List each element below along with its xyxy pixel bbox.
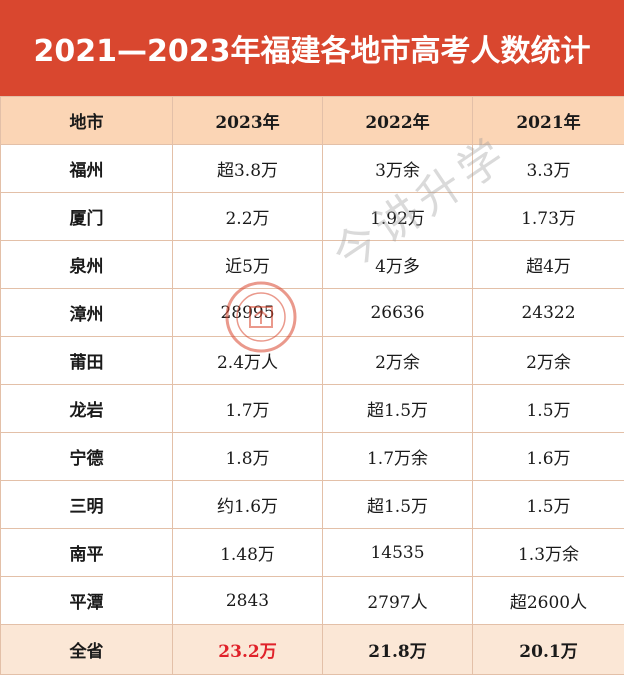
- value-2023-cell: 2843: [173, 577, 323, 625]
- value-2022-cell: 3万余: [323, 145, 473, 193]
- table-row: 平潭 2843 2797人 超2600人: [1, 577, 624, 625]
- city-cell: 南平: [1, 529, 173, 577]
- value-2023-cell: 2.2万: [173, 193, 323, 241]
- value-2023-cell: 超3.8万: [173, 145, 323, 193]
- table-row: 龙岩 1.7万 超1.5万 1.5万: [1, 385, 624, 433]
- value-2023-cell: 28995: [173, 289, 323, 337]
- value-2022-cell: 超1.5万: [323, 385, 473, 433]
- city-cell: 龙岩: [1, 385, 173, 433]
- city-cell: 莆田: [1, 337, 173, 385]
- header-2022: 2022年: [323, 97, 473, 145]
- city-cell: 三明: [1, 481, 173, 529]
- table-header-row: 地市 2023年 2022年 2021年: [1, 97, 624, 145]
- table-row: 厦门 2.2万 1.92万 1.73万: [1, 193, 624, 241]
- value-2023-cell: 1.8万: [173, 433, 323, 481]
- city-cell: 漳州: [1, 289, 173, 337]
- value-2023-cell: 1.48万: [173, 529, 323, 577]
- city-cell: 平潭: [1, 577, 173, 625]
- table-row: 莆田 2.4万人 2万余 2万余: [1, 337, 624, 385]
- value-2022-cell: 26636: [323, 289, 473, 337]
- total-label-cell: 全省: [1, 625, 173, 675]
- value-2022-cell: 2万余: [323, 337, 473, 385]
- value-2021-cell: 1.5万: [473, 481, 624, 529]
- header-city: 地市: [1, 97, 173, 145]
- table-row: 三明 约1.6万 超1.5万 1.5万: [1, 481, 624, 529]
- value-2021-cell: 2万余: [473, 337, 624, 385]
- city-cell: 厦门: [1, 193, 173, 241]
- value-2021-cell: 1.3万余: [473, 529, 624, 577]
- table-row: 漳州 28995 26636 24322: [1, 289, 624, 337]
- value-2022-cell: 1.92万: [323, 193, 473, 241]
- value-2023-cell: 2.4万人: [173, 337, 323, 385]
- table-row: 南平 1.48万 14535 1.3万余: [1, 529, 624, 577]
- total-row: 全省 23.2万 21.8万 20.1万: [1, 625, 624, 675]
- value-2021-cell: 超4万: [473, 241, 624, 289]
- total-2023-cell: 23.2万: [173, 625, 323, 675]
- table-row: 福州 超3.8万 3万余 3.3万: [1, 145, 624, 193]
- header-2021: 2021年: [473, 97, 624, 145]
- city-cell: 福州: [1, 145, 173, 193]
- value-2021-cell: 24322: [473, 289, 624, 337]
- value-2022-cell: 2797人: [323, 577, 473, 625]
- value-2023-cell: 约1.6万: [173, 481, 323, 529]
- total-2022-cell: 21.8万: [323, 625, 473, 675]
- value-2021-cell: 1.6万: [473, 433, 624, 481]
- table-row: 宁德 1.8万 1.7万余 1.6万: [1, 433, 624, 481]
- value-2021-cell: 超2600人: [473, 577, 624, 625]
- value-2022-cell: 14535: [323, 529, 473, 577]
- city-cell: 宁德: [1, 433, 173, 481]
- header-2023: 2023年: [173, 97, 323, 145]
- value-2021-cell: 1.5万: [473, 385, 624, 433]
- value-2022-cell: 1.7万余: [323, 433, 473, 481]
- value-2023-cell: 近5万: [173, 241, 323, 289]
- total-2021-cell: 20.1万: [473, 625, 624, 675]
- value-2023-cell: 1.7万: [173, 385, 323, 433]
- page-title: 2021—2023年福建各地市高考人数统计: [0, 0, 624, 96]
- value-2021-cell: 1.73万: [473, 193, 624, 241]
- table-row: 泉州 近5万 4万多 超4万: [1, 241, 624, 289]
- value-2022-cell: 4万多: [323, 241, 473, 289]
- exam-stats-table: 地市 2023年 2022年 2021年 福州 超3.8万 3万余 3.3万 厦…: [0, 96, 624, 675]
- value-2021-cell: 3.3万: [473, 145, 624, 193]
- city-cell: 泉州: [1, 241, 173, 289]
- value-2022-cell: 超1.5万: [323, 481, 473, 529]
